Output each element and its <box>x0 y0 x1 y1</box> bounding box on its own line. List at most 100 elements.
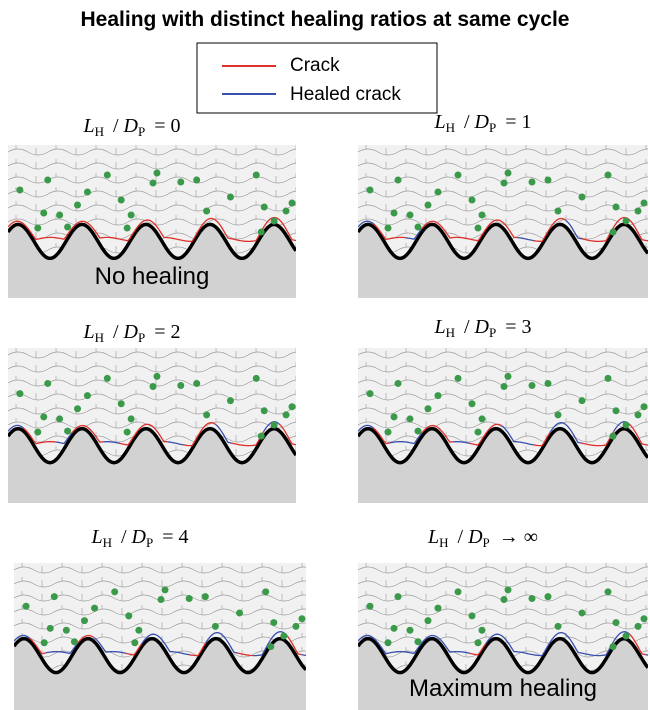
capsule <box>366 390 374 398</box>
capsule <box>394 593 402 601</box>
panel: No healing <box>8 145 296 298</box>
capsule <box>117 400 125 408</box>
capsule <box>640 199 648 207</box>
capsule <box>282 207 290 215</box>
healed-crack <box>109 650 127 655</box>
crack <box>549 217 567 229</box>
healed-crack <box>263 421 281 432</box>
capsule <box>226 193 234 201</box>
interface <box>358 222 648 261</box>
label-part: P <box>483 535 490 550</box>
capsule <box>604 374 612 382</box>
crack <box>39 236 57 240</box>
capsule <box>468 400 476 408</box>
crack <box>581 442 598 447</box>
capsule <box>50 593 58 601</box>
capsule <box>83 188 91 196</box>
capsule <box>153 372 161 380</box>
capsule <box>504 169 512 177</box>
capsule <box>394 379 402 387</box>
capsule <box>384 428 392 436</box>
capsule <box>177 178 185 186</box>
label-part: L <box>90 526 102 548</box>
capsule <box>414 427 422 435</box>
capsule <box>622 632 630 640</box>
label-part: = 4 <box>157 526 188 548</box>
capsule <box>123 428 131 436</box>
healed-crack <box>157 635 175 653</box>
crack <box>87 427 105 443</box>
healed-crack <box>93 637 111 653</box>
capsule <box>56 415 64 423</box>
crack <box>263 216 281 227</box>
capsule <box>103 171 111 179</box>
healed-crack <box>215 424 233 444</box>
capsule <box>70 638 78 646</box>
label-part: P <box>138 124 145 139</box>
interface <box>8 426 296 465</box>
label-part: / <box>108 115 124 137</box>
capsule <box>44 379 52 387</box>
capsule <box>390 209 398 217</box>
capsule <box>634 622 642 630</box>
panel <box>14 563 306 710</box>
panel <box>358 348 648 503</box>
capsule <box>153 169 161 177</box>
capsule <box>554 411 562 419</box>
capsule <box>414 223 422 231</box>
capsule <box>384 639 392 647</box>
crack <box>8 220 25 228</box>
crack <box>183 227 201 243</box>
panel-note: Maximum healing <box>409 675 597 702</box>
label-part: H <box>446 325 455 340</box>
healed-crack <box>565 220 583 240</box>
capsule <box>554 622 562 630</box>
crack <box>629 424 647 446</box>
interface <box>8 222 296 261</box>
crack <box>485 219 503 230</box>
crack <box>285 634 303 656</box>
panel-label: LH / DP = 3 <box>433 316 531 340</box>
panel-note: No healing <box>95 263 210 290</box>
capsule <box>203 411 211 419</box>
capsule <box>193 379 201 387</box>
capsule <box>262 588 270 596</box>
capsule <box>127 415 135 423</box>
crack <box>629 634 647 656</box>
capsule <box>260 203 268 211</box>
crack <box>533 227 551 243</box>
capsule <box>578 397 586 405</box>
label-part: P <box>138 330 145 345</box>
capsule <box>622 421 630 429</box>
crack <box>55 228 73 241</box>
crack <box>389 236 407 240</box>
crack <box>151 425 169 443</box>
capsule <box>127 211 135 219</box>
substrate <box>8 428 296 503</box>
healed-crack <box>565 634 583 654</box>
capsule <box>434 188 442 196</box>
capsule <box>280 632 288 640</box>
capsule <box>236 609 244 617</box>
crack <box>373 428 391 445</box>
label-part: D <box>467 526 483 548</box>
label-part: D <box>474 316 490 338</box>
capsule <box>414 638 422 646</box>
crack <box>231 238 249 243</box>
capsule <box>366 186 374 194</box>
label-part: H <box>95 124 104 139</box>
crack <box>279 219 296 242</box>
healed-crack <box>405 228 423 241</box>
crack <box>71 220 89 229</box>
capsule <box>544 176 552 184</box>
capsule <box>528 178 536 186</box>
healed-crack <box>358 220 375 228</box>
healed-crack <box>453 650 471 655</box>
crack <box>135 219 153 230</box>
label-part: / <box>459 111 475 133</box>
label-part: / <box>453 526 469 548</box>
capsule <box>434 604 442 612</box>
healed-crack <box>549 422 567 433</box>
capsule <box>500 382 508 390</box>
capsule <box>22 602 30 610</box>
